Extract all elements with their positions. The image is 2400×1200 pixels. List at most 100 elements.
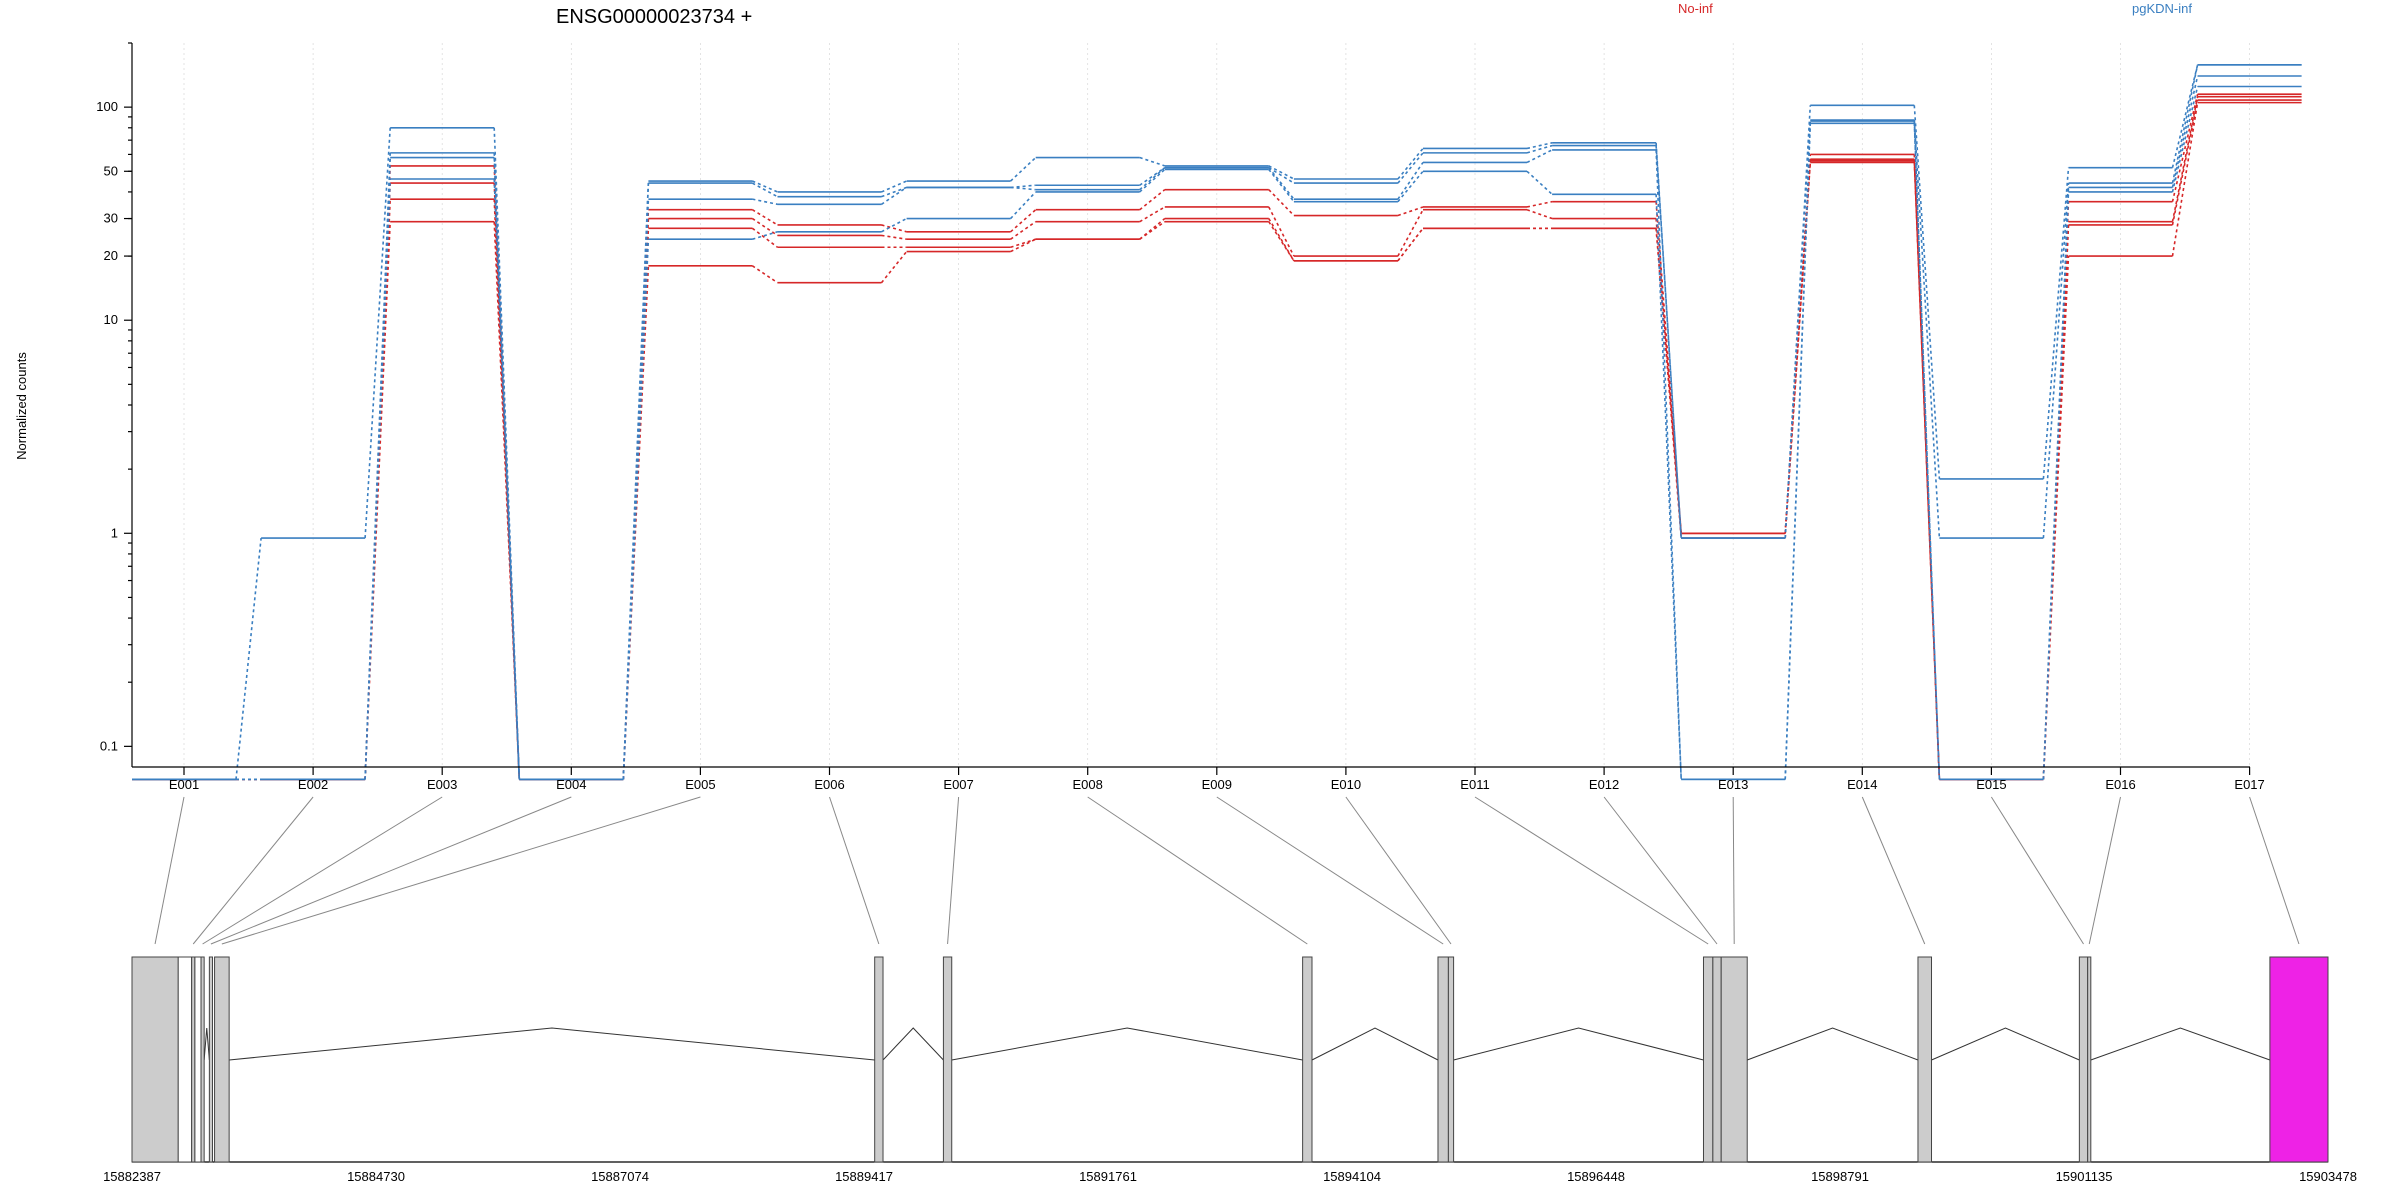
x-tick-label-e002: E002 xyxy=(298,777,328,792)
series-transition xyxy=(1010,238,1037,253)
series-transition xyxy=(1139,221,1166,240)
series-transition xyxy=(1010,186,1036,191)
series-transition xyxy=(2171,94,2199,202)
connector-e006 xyxy=(829,796,880,945)
series-transition xyxy=(364,127,391,539)
series-transition xyxy=(2171,102,2199,257)
y-tick-label: 100 xyxy=(96,99,118,114)
exon-box-e005 xyxy=(214,956,230,1163)
series-no-inf-0 xyxy=(132,93,2302,781)
series-transition xyxy=(1010,184,1036,189)
series-transition xyxy=(1526,149,1553,164)
series-transition xyxy=(1655,228,1682,539)
connector-e009 xyxy=(1216,796,1444,945)
x-tick-label-e017: E017 xyxy=(2234,777,2264,792)
x-tick-label-e004: E004 xyxy=(556,777,586,792)
x-tick-label-e006: E006 xyxy=(814,777,844,792)
series-transition xyxy=(1139,168,1166,193)
genomic-coordinate-label: 15901135 xyxy=(2056,1169,2113,1184)
connector-e014 xyxy=(1861,796,1926,945)
series-transition xyxy=(1268,165,1295,180)
series-transition xyxy=(881,186,907,198)
exon-box-unmapped xyxy=(194,956,202,1163)
series-transition xyxy=(1139,156,1166,167)
connector-e002 xyxy=(192,796,314,945)
connector-e011 xyxy=(1474,796,1709,945)
series-transition xyxy=(751,265,778,284)
intron xyxy=(2090,1027,2271,1061)
series-transition xyxy=(751,217,778,237)
exon-box-e015 xyxy=(2078,956,2089,1163)
series-transition xyxy=(1397,170,1424,203)
series-transition xyxy=(881,180,907,193)
series-transition xyxy=(752,231,778,240)
series-transition xyxy=(1010,191,1037,220)
series-transition xyxy=(1139,217,1166,240)
genomic-coordinate-label: 15903478 xyxy=(2299,1169,2357,1184)
exon-connectors xyxy=(154,796,2300,945)
series-transition xyxy=(881,234,907,240)
series-transition xyxy=(2171,86,2199,193)
genomic-coordinate-label: 15896448 xyxy=(1567,1169,1625,1184)
gene-model xyxy=(131,956,2329,1163)
connector-e004 xyxy=(210,796,572,945)
series-transition xyxy=(1913,119,1941,539)
series-transition xyxy=(1526,200,1553,208)
series-transition xyxy=(1139,189,1166,211)
genomic-coordinate-label: 15884730 xyxy=(347,1169,405,1184)
exon-box-e010 xyxy=(1447,956,1455,1163)
series-transition xyxy=(2171,75,2199,188)
series-transition xyxy=(1526,208,1553,220)
x-ticks: E001 E002 E003 E004 E005 E006 E007 E008 E009 E010… xyxy=(169,767,2265,792)
exon-box-e011 xyxy=(1702,956,1714,1163)
genomic-coordinate-label: 15894104 xyxy=(1323,1169,1381,1184)
series-transition xyxy=(1268,218,1295,262)
x-tick-label-e001: E001 xyxy=(169,777,199,792)
series-transition xyxy=(751,209,778,226)
series-transition xyxy=(493,157,521,780)
intron xyxy=(1931,1027,2080,1061)
intron xyxy=(882,1027,944,1061)
y-tick-label: 20 xyxy=(104,248,118,263)
series-transition xyxy=(1397,206,1424,217)
exon-box-e003 xyxy=(200,956,205,1163)
series-transition xyxy=(1139,206,1166,223)
intron xyxy=(1453,1027,1704,1061)
chart-title: ENSG00000023734 + xyxy=(556,6,752,28)
series-transition xyxy=(1268,167,1295,200)
exon-box-e001 xyxy=(131,956,179,1163)
series-transition xyxy=(1268,206,1295,257)
exon-box-e002 xyxy=(191,956,196,1163)
series-transition xyxy=(751,227,778,248)
connector-e013 xyxy=(1732,796,1735,945)
connector-e001 xyxy=(154,796,185,945)
series-transition xyxy=(1913,105,1941,479)
series-transition xyxy=(1397,162,1424,200)
series-transition xyxy=(622,239,650,780)
legend-label-no-inf: No-inf xyxy=(1678,1,1713,16)
series-transition xyxy=(235,537,262,780)
y-tick-label: 10 xyxy=(104,312,118,327)
series-transition xyxy=(1526,170,1553,195)
series-transition xyxy=(364,178,391,780)
series-transition xyxy=(1655,194,1682,780)
intron xyxy=(1747,1027,1919,1061)
exon-box-e006 xyxy=(874,956,884,1163)
series-transition xyxy=(622,265,650,780)
intron xyxy=(951,1027,1303,1061)
series-transition xyxy=(1655,218,1682,534)
exon-box-e009 xyxy=(1437,956,1449,1163)
series-pgkdn-inf-5 xyxy=(132,64,2302,781)
series-transition xyxy=(622,180,650,780)
x-tick-label-e012: E012 xyxy=(1589,777,1619,792)
y-tick-label: 50 xyxy=(104,163,118,178)
series-transition xyxy=(1784,123,1812,780)
y-tick-label: 1 xyxy=(111,525,118,540)
series-transition xyxy=(1526,144,1553,154)
series-transition xyxy=(622,199,650,780)
genomic-axis: 15882387 15884730 15887074 15889417 15891761… xyxy=(103,1169,2357,1184)
intron xyxy=(229,1027,875,1061)
intron xyxy=(203,1027,210,1061)
genomic-coordinate-label: 15882387 xyxy=(103,1169,161,1184)
series-transition xyxy=(881,217,907,233)
